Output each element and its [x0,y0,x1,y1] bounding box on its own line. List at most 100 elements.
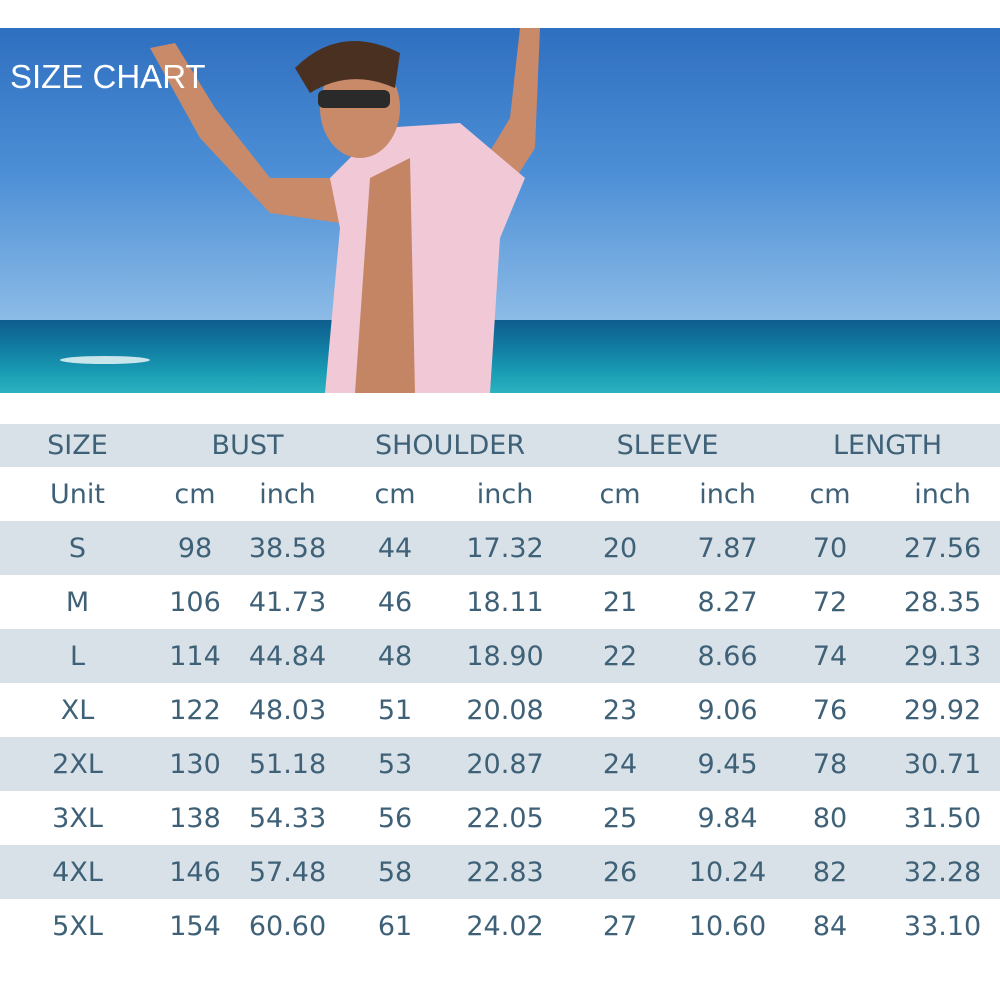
unit-cell: inch [914,478,971,510]
value-cell: 9.06 [697,694,758,726]
value-cell: 9.84 [697,802,758,834]
value-cell: 53 [340,737,451,791]
size-cell: 3XL [52,802,103,834]
value-cell: 8.27 [697,586,758,618]
wave [60,356,150,364]
model-figure [150,28,540,393]
value-cell: 122 [169,694,221,726]
value-cell: 32.28 [885,845,1000,899]
value-cell: 44 [340,521,451,575]
unit-cell: cm [599,478,641,510]
value-cell: 29.13 [885,629,1000,683]
value-cell: 7.87 [680,521,776,575]
value-cell: 76 [812,694,848,726]
size-cell: XL [60,694,95,726]
header-length: LENGTH [775,424,1000,467]
value-cell: 146 [155,845,235,899]
value-cell: 28.35 [903,586,982,618]
value-cell: 20.08 [466,694,544,726]
value-cell: 48 [340,629,451,683]
value-cell: 10.24 [680,845,776,899]
value-cell: 30.71 [885,737,1000,791]
beach-photo: SIZE CHART [0,28,1000,393]
value-cell: 84 [812,910,848,942]
value-cell: 54.33 [248,802,327,834]
value-cell: 29.92 [903,694,982,726]
value-cell: 25 [602,802,638,834]
header-size: SIZE [0,424,155,467]
value-cell: 26 [560,845,681,899]
size-table: SIZE BUST SHOULDER SLEEVE LENGTH Unit cm… [0,424,1000,953]
value-cell: 106 [169,586,221,618]
value-cell: 138 [169,802,221,834]
value-cell: 60.60 [248,910,327,942]
table-row: 2XL 130 51.18 53 20.87 24 9.45 78 30.71 [0,737,1000,791]
value-cell: 21 [602,586,638,618]
value-cell: 10.60 [688,910,767,942]
table-row: XL 122 48.03 51 20.08 23 9.06 76 29.92 [0,683,1000,737]
value-cell: 8.66 [680,629,776,683]
value-cell: 130 [155,737,235,791]
value-cell: 22.05 [466,802,544,834]
value-cell: 9.45 [680,737,776,791]
unit-cell: cm [809,478,851,510]
value-cell: 48.03 [248,694,327,726]
unit-cell: cm [374,478,416,510]
size-chart-title: SIZE CHART [10,58,206,95]
table-row: 3XL 138 54.33 56 22.05 25 9.84 80 31.50 [0,791,1000,845]
value-cell: 80 [812,802,848,834]
table-row: M 106 41.73 46 18.11 21 8.27 72 28.35 [0,575,1000,629]
value-cell: 78 [775,737,886,791]
value-cell: 61 [377,910,413,942]
unit-row: Unit cm inch cm inch cm inch cm inch [0,467,1000,521]
table-row: S 98 38.58 44 17.32 20 7.87 70 27.56 [0,521,1000,575]
value-cell: 20.87 [450,737,561,791]
value-cell: 27 [602,910,638,942]
value-cell: 22 [560,629,681,683]
value-cell: 98 [155,521,235,575]
value-cell: 18.11 [466,586,544,618]
size-cell: 4XL [0,845,155,899]
value-cell: 24 [560,737,681,791]
size-cell: M [65,586,90,618]
value-cell: 24.02 [466,910,544,942]
value-cell: 56 [377,802,413,834]
unit-cell: Unit [50,478,105,510]
value-cell: 114 [155,629,235,683]
header-shoulder: SHOULDER [340,424,561,467]
size-cell: S [0,521,155,575]
value-cell: 33.10 [903,910,982,942]
value-cell: 20 [560,521,681,575]
value-cell: 70 [775,521,886,575]
value-cell: 58 [340,845,451,899]
table-row: 4XL 146 57.48 58 22.83 26 10.24 82 32.28 [0,845,1000,899]
value-cell: 46 [377,586,413,618]
size-cell: L [0,629,155,683]
size-cell: 2XL [0,737,155,791]
value-cell: 51.18 [235,737,341,791]
header-row: SIZE BUST SHOULDER SLEEVE LENGTH [0,424,1000,467]
sea [0,320,1000,393]
value-cell: 22.83 [450,845,561,899]
value-cell: 74 [775,629,886,683]
unit-cell: cm [174,478,216,510]
value-cell: 41.73 [248,586,327,618]
value-cell: 17.32 [450,521,561,575]
value-cell: 18.90 [450,629,561,683]
unit-cell: inch [259,478,316,510]
size-cell: 5XL [52,910,103,942]
header-sleeve: SLEEVE [560,424,776,467]
value-cell: 82 [775,845,886,899]
table-row: L 114 44.84 48 18.90 22 8.66 74 29.13 [0,629,1000,683]
value-cell: 23 [602,694,638,726]
value-cell: 154 [169,910,221,942]
value-cell: 57.48 [235,845,341,899]
value-cell: 51 [377,694,413,726]
table-row: 5XL 154 60.60 61 24.02 27 10.60 84 33.10 [0,899,1000,953]
header-bust: BUST [155,424,341,467]
unit-cell: inch [476,478,534,510]
value-cell: 38.58 [235,521,341,575]
value-cell: 27.56 [885,521,1000,575]
unit-cell: inch [699,478,756,510]
value-cell: 72 [812,586,848,618]
